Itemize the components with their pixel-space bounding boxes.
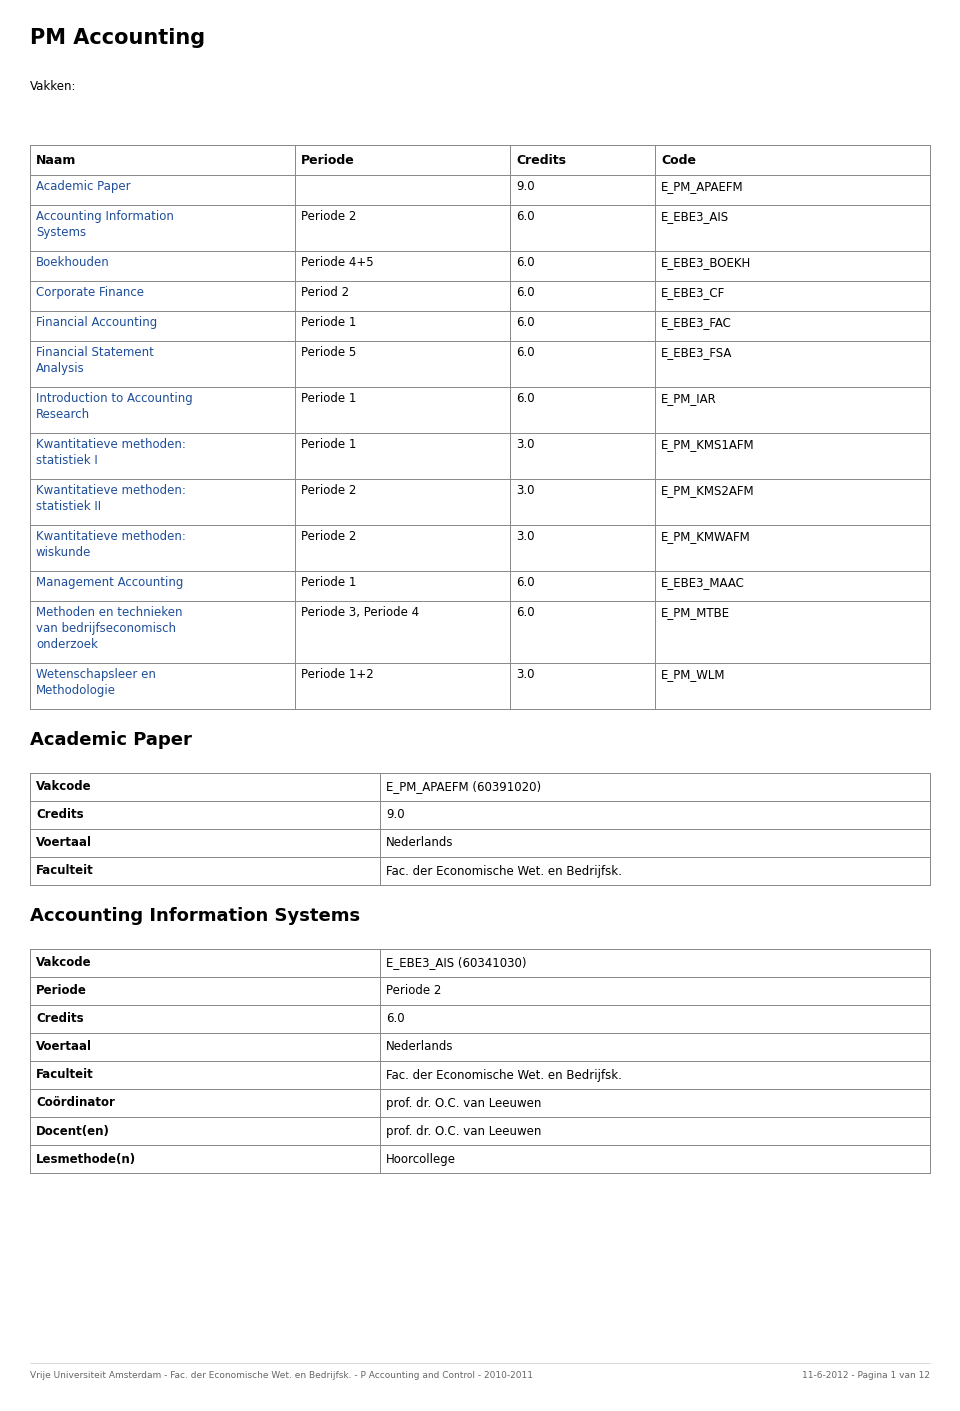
Text: prof. dr. O.C. van Leeuwen: prof. dr. O.C. van Leeuwen	[386, 1096, 541, 1109]
Text: Naam: Naam	[36, 154, 77, 166]
Text: E_EBE3_AIS: E_EBE3_AIS	[661, 210, 730, 223]
Text: Vakken:: Vakken:	[30, 80, 77, 93]
Text: Financial Statement
Analysis: Financial Statement Analysis	[36, 346, 154, 375]
Text: Periode 2: Periode 2	[301, 210, 356, 223]
Text: 3.0: 3.0	[516, 437, 535, 452]
Text: Vakcode: Vakcode	[36, 780, 91, 793]
Text: Periode: Periode	[36, 985, 86, 998]
Text: E_PM_APAEFM: E_PM_APAEFM	[661, 181, 744, 193]
Text: Periode 2: Periode 2	[301, 484, 356, 497]
Text: 6.0: 6.0	[516, 210, 535, 223]
Text: Periode: Periode	[301, 154, 355, 166]
Text: Periode 1: Periode 1	[301, 392, 356, 405]
Text: Hoorcollege: Hoorcollege	[386, 1153, 456, 1165]
Text: Methoden en technieken
van bedrijfseconomisch
onderzoek: Methoden en technieken van bedrijfsecono…	[36, 605, 182, 650]
Text: Corporate Finance: Corporate Finance	[36, 286, 144, 299]
Text: Vrije Universiteit Amsterdam - Fac. der Economische Wet. en Bedrijfsk. - P Accou: Vrije Universiteit Amsterdam - Fac. der …	[30, 1371, 533, 1380]
Text: Academic Paper: Academic Paper	[36, 181, 131, 193]
Text: Credits: Credits	[516, 154, 566, 166]
Text: E_PM_APAEFM (60391020): E_PM_APAEFM (60391020)	[386, 780, 541, 793]
Text: 3.0: 3.0	[516, 531, 535, 543]
Text: 6.0: 6.0	[516, 392, 535, 405]
Text: 6.0: 6.0	[516, 346, 535, 358]
Text: E_PM_MTBE: E_PM_MTBE	[661, 605, 731, 619]
Text: Credits: Credits	[36, 809, 84, 821]
Text: 9.0: 9.0	[516, 181, 535, 193]
Text: Academic Paper: Academic Paper	[30, 731, 192, 749]
Text: 6.0: 6.0	[516, 255, 535, 270]
Text: E_PM_KMWAFM: E_PM_KMWAFM	[661, 531, 751, 543]
Text: E_PM_WLM: E_PM_WLM	[661, 667, 726, 682]
Text: 6.0: 6.0	[516, 576, 535, 588]
Text: Faculteit: Faculteit	[36, 1068, 94, 1081]
Text: Credits: Credits	[36, 1013, 84, 1026]
Text: Nederlands: Nederlands	[386, 1040, 453, 1054]
Text: Lesmethode(n): Lesmethode(n)	[36, 1153, 136, 1165]
Text: E_EBE3_FAC: E_EBE3_FAC	[661, 316, 732, 329]
Text: Periode 1: Periode 1	[301, 576, 356, 588]
Text: Introduction to Accounting
Research: Introduction to Accounting Research	[36, 392, 193, 420]
Text: 6.0: 6.0	[516, 286, 535, 299]
Text: E_EBE3_CF: E_EBE3_CF	[661, 286, 725, 299]
Text: E_PM_KMS2AFM: E_PM_KMS2AFM	[661, 484, 755, 497]
Text: Faculteit: Faculteit	[36, 865, 94, 878]
Text: E_PM_KMS1AFM: E_PM_KMS1AFM	[661, 437, 755, 452]
Text: Periode 3, Periode 4: Periode 3, Periode 4	[301, 605, 420, 619]
Text: Periode 2: Periode 2	[386, 985, 442, 998]
Text: Period 2: Period 2	[301, 286, 349, 299]
Text: Docent(en): Docent(en)	[36, 1125, 109, 1137]
Text: Coördinator: Coördinator	[36, 1096, 115, 1109]
Text: Vakcode: Vakcode	[36, 957, 91, 969]
Text: Periode 1+2: Periode 1+2	[301, 667, 373, 682]
Text: Kwantitatieve methoden:
statistiek II: Kwantitatieve methoden: statistiek II	[36, 484, 186, 514]
Text: Periode 4+5: Periode 4+5	[301, 255, 373, 270]
Text: PM Accounting: PM Accounting	[30, 28, 205, 48]
Text: Code: Code	[661, 154, 696, 166]
Text: Kwantitatieve methoden:
statistiek I: Kwantitatieve methoden: statistiek I	[36, 437, 186, 467]
Text: E_PM_IAR: E_PM_IAR	[661, 392, 717, 405]
Text: E_EBE3_MAAC: E_EBE3_MAAC	[661, 576, 745, 588]
Text: prof. dr. O.C. van Leeuwen: prof. dr. O.C. van Leeuwen	[386, 1125, 541, 1137]
Text: 6.0: 6.0	[516, 605, 535, 619]
Text: E_EBE3_BOEKH: E_EBE3_BOEKH	[661, 255, 752, 270]
Text: Fac. der Economische Wet. en Bedrijfsk.: Fac. der Economische Wet. en Bedrijfsk.	[386, 865, 622, 878]
Text: Periode 2: Periode 2	[301, 531, 356, 543]
Text: Voertaal: Voertaal	[36, 1040, 92, 1054]
Text: Periode 1: Periode 1	[301, 316, 356, 329]
Text: 9.0: 9.0	[386, 809, 404, 821]
Text: Management Accounting: Management Accounting	[36, 576, 183, 588]
Text: Financial Accounting: Financial Accounting	[36, 316, 157, 329]
Text: 3.0: 3.0	[516, 484, 535, 497]
Text: 3.0: 3.0	[516, 667, 535, 682]
Text: E_EBE3_AIS (60341030): E_EBE3_AIS (60341030)	[386, 957, 526, 969]
Text: Accounting Information Systems: Accounting Information Systems	[30, 907, 360, 926]
Text: Fac. der Economische Wet. en Bedrijfsk.: Fac. der Economische Wet. en Bedrijfsk.	[386, 1068, 622, 1081]
Text: Voertaal: Voertaal	[36, 837, 92, 849]
Text: 6.0: 6.0	[516, 316, 535, 329]
Text: Nederlands: Nederlands	[386, 837, 453, 849]
Text: E_EBE3_FSA: E_EBE3_FSA	[661, 346, 732, 358]
Text: Boekhouden: Boekhouden	[36, 255, 109, 270]
Text: Periode 5: Periode 5	[301, 346, 356, 358]
Text: Periode 1: Periode 1	[301, 437, 356, 452]
Text: Wetenschapsleer en
Methodologie: Wetenschapsleer en Methodologie	[36, 667, 156, 697]
Text: 11-6-2012 - Pagina 1 van 12: 11-6-2012 - Pagina 1 van 12	[802, 1371, 930, 1380]
Text: Kwantitatieve methoden:
wiskunde: Kwantitatieve methoden: wiskunde	[36, 531, 186, 559]
Text: 6.0: 6.0	[386, 1013, 404, 1026]
Text: Accounting Information
Systems: Accounting Information Systems	[36, 210, 174, 238]
